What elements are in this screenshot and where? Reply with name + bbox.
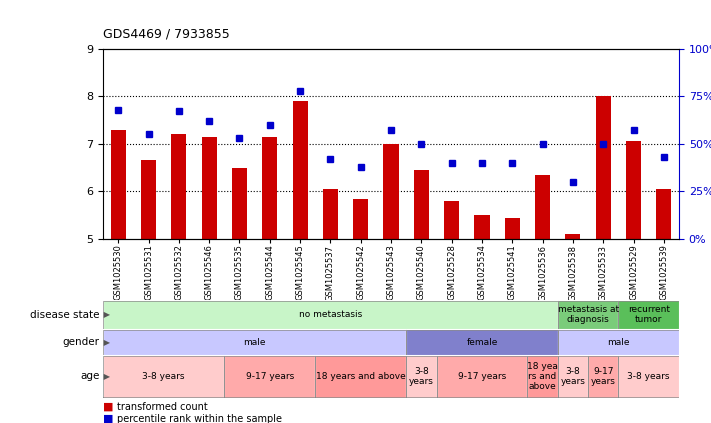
Bar [225,355,315,398]
Text: metastasis at
diagnosis: metastasis at diagnosis [557,305,619,324]
Text: 3-8 years: 3-8 years [627,372,670,381]
Bar [383,144,399,239]
Bar [262,137,277,239]
Bar [232,168,247,239]
Bar [315,355,406,398]
Text: 18 years and above: 18 years and above [316,372,405,381]
Text: recurrent
tumor: recurrent tumor [628,305,670,324]
Bar [323,189,338,239]
Text: ■: ■ [103,402,114,412]
Bar [414,170,429,239]
Bar [141,160,156,239]
Bar [565,234,580,239]
Bar [111,129,126,239]
Bar [474,215,490,239]
Bar [557,329,679,355]
Text: ■: ■ [103,414,114,423]
Text: ▶: ▶ [101,310,110,319]
Bar [406,355,437,398]
Bar [437,355,528,398]
Bar [202,137,217,239]
Text: 18 yea
rs and
above: 18 yea rs and above [527,362,558,391]
Bar [656,189,671,239]
Bar [505,217,520,239]
Text: transformed count: transformed count [117,402,208,412]
Bar [292,101,308,239]
Text: no metastasis: no metastasis [299,310,362,319]
Bar [619,355,679,398]
Bar [103,355,225,398]
Text: 3-8 years: 3-8 years [142,372,185,381]
Text: ▶: ▶ [101,372,110,381]
Text: 3-8
years: 3-8 years [560,367,585,386]
Bar [535,175,550,239]
Text: male: male [607,338,630,347]
Bar [444,201,459,239]
Bar [406,329,557,355]
Text: female: female [466,338,498,347]
Bar [626,141,641,239]
Text: 3-8
years: 3-8 years [409,367,434,386]
Text: GDS4469 / 7933855: GDS4469 / 7933855 [103,27,230,40]
Text: age: age [80,371,100,382]
Bar [528,355,557,398]
Bar [171,135,186,239]
Text: disease state: disease state [30,310,100,320]
Text: 9-17 years: 9-17 years [458,372,506,381]
Text: 9-17 years: 9-17 years [246,372,294,381]
Text: percentile rank within the sample: percentile rank within the sample [117,414,282,423]
Bar [557,355,588,398]
Bar [353,198,368,239]
Text: ▶: ▶ [101,338,110,347]
Text: male: male [243,338,266,347]
Bar [619,300,679,329]
Text: gender: gender [63,337,100,347]
Bar [103,329,406,355]
Text: 9-17
years: 9-17 years [591,367,616,386]
Bar [588,355,619,398]
Bar [596,96,611,239]
Bar [103,300,557,329]
Bar [557,300,619,329]
